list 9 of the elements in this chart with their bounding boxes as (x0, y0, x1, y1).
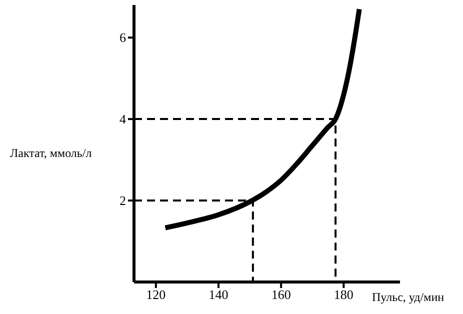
x-tick-label: 180 (334, 287, 354, 302)
x-tick-label: 140 (208, 287, 228, 302)
x-axis-title: Пульс, уд/мин (372, 290, 444, 305)
x-tick-label: 120 (146, 287, 166, 302)
y-axis-title: Лактат, ммоль/л (10, 146, 92, 161)
y-tick-label: 2 (120, 193, 126, 208)
y-tick-label: 4 (120, 112, 126, 127)
x-tick-label: 160 (271, 287, 291, 302)
y-tick-label: 6 (120, 30, 126, 46)
